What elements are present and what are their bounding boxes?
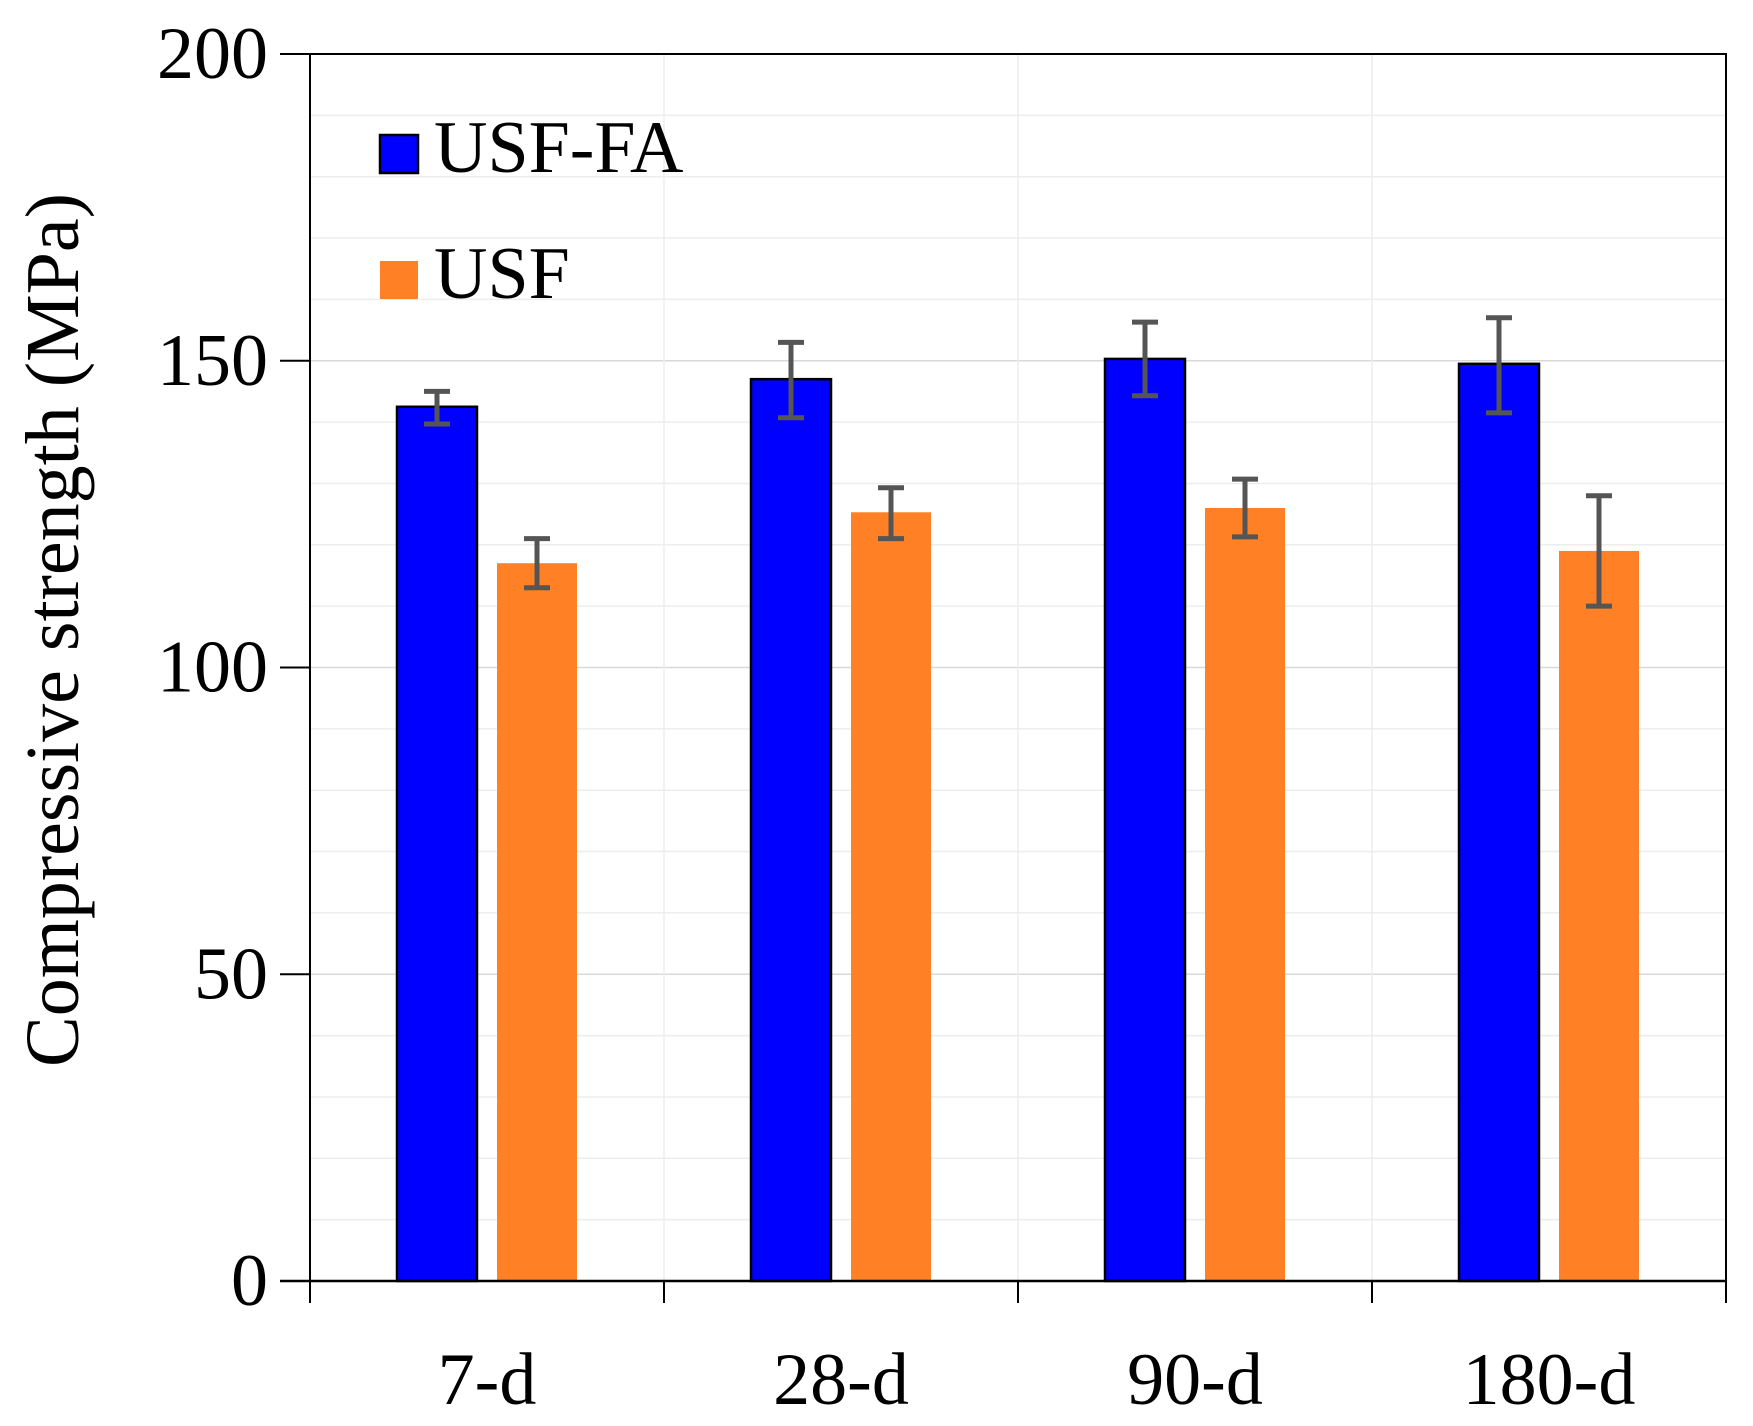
bar-usf-fa-180-d — [1457, 362, 1541, 1283]
y-axis-title: Compressive strength (MPa) — [11, 193, 95, 1067]
legend-item-usf-fa: USF-FA — [378, 107, 684, 189]
y-tick-label: 200 — [157, 13, 268, 95]
error-bar-usf-fa-90-d — [1132, 319, 1158, 399]
error-bar-usf-180-d — [1586, 493, 1612, 609]
x-tick-label: 7-d — [438, 1339, 537, 1421]
legend-item-usf: USF — [380, 233, 570, 315]
legend: USF-FA USF — [378, 107, 684, 315]
bar-usf-28-d — [851, 512, 931, 1281]
bar-usf-fa-7-d — [395, 405, 479, 1283]
legend-label: USF-FA — [434, 107, 684, 189]
tick-labels: 0 50 100 150 200 7-d 28-d 90-d 180-d — [157, 13, 1635, 1421]
x-tick-label: 90-d — [1127, 1339, 1263, 1421]
bar-usf-180-d — [1559, 550, 1639, 1281]
error-bar-usf-7-d — [524, 536, 550, 591]
x-tick-label: 180-d — [1463, 1339, 1636, 1421]
error-bar-usf-fa-180-d — [1486, 315, 1512, 416]
y-tick-label: 0 — [231, 1240, 268, 1322]
x-tick-label: 28-d — [773, 1339, 909, 1421]
error-bar-usf-fa-28-d — [778, 339, 804, 421]
axes — [280, 53, 1727, 1303]
error-bar-usf-90-d — [1232, 476, 1258, 540]
legend-swatch — [378, 133, 420, 175]
bars — [395, 357, 1639, 1283]
y-tick-label: 150 — [157, 320, 268, 402]
error-bar-usf-28-d — [878, 485, 904, 542]
error-bars — [424, 315, 1612, 609]
bar-usf-90-d — [1205, 507, 1285, 1281]
bar-usf-fa-28-d — [749, 377, 833, 1283]
bar-usf-fa-90-d — [1103, 357, 1187, 1283]
y-tick-label: 50 — [194, 933, 268, 1015]
legend-label: USF — [434, 233, 570, 315]
legend-swatch — [380, 261, 418, 299]
error-bar-usf-fa-7-d — [424, 388, 450, 427]
bar-usf-7-d — [497, 563, 577, 1281]
y-tick-label: 100 — [157, 627, 268, 709]
